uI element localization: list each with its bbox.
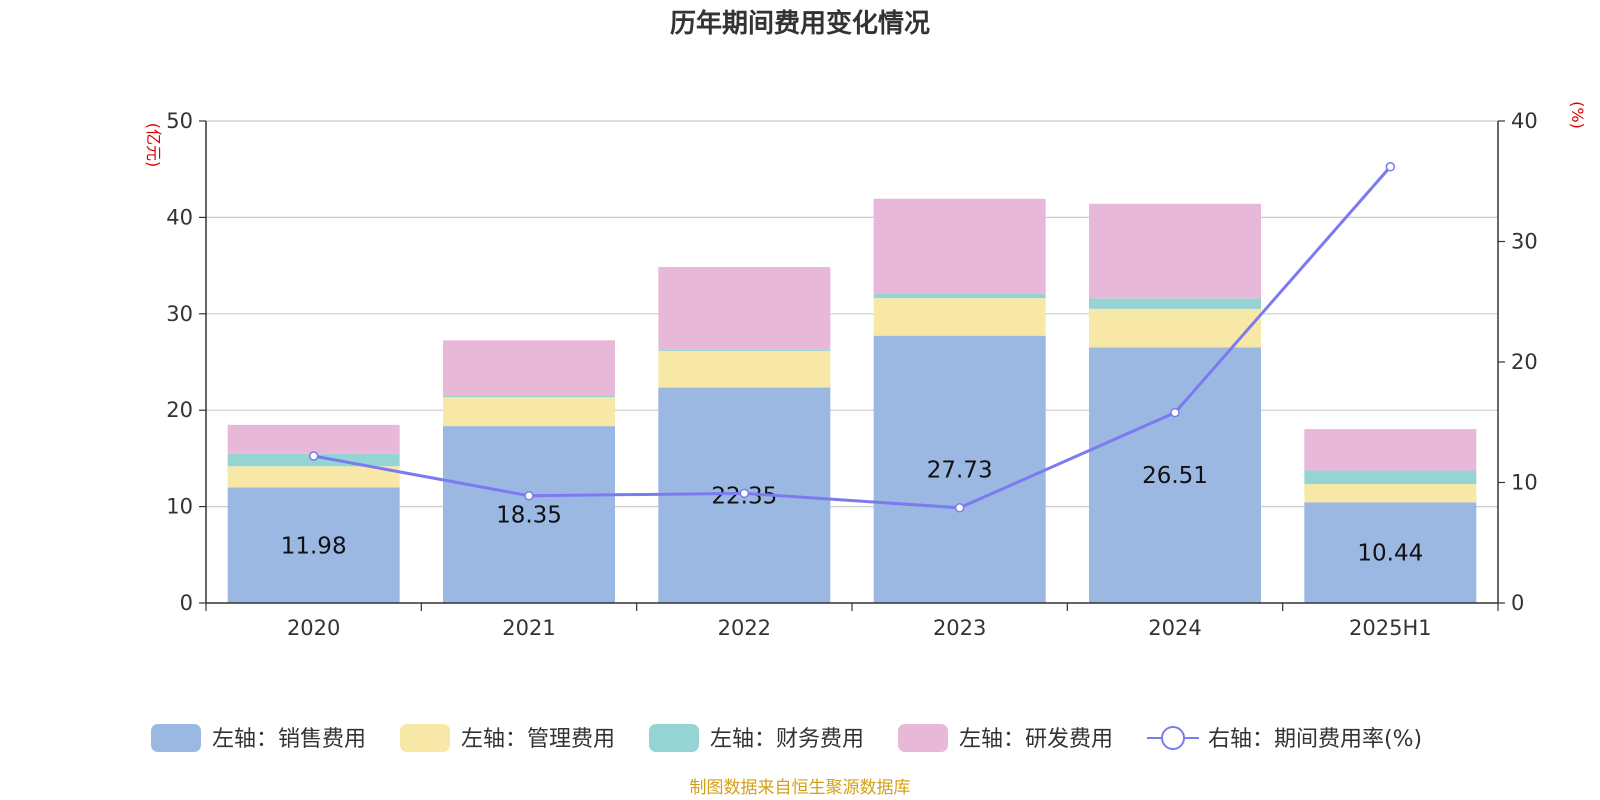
x-tick-label: 2020 xyxy=(287,616,340,640)
bar-segment xyxy=(1089,308,1261,348)
bar-segment xyxy=(227,487,400,603)
data-label: 27.73 xyxy=(927,457,993,483)
bar-segment xyxy=(658,267,831,350)
left-tick-label: 0 xyxy=(180,591,193,615)
left-tick-label: 30 xyxy=(166,302,193,326)
bar-segment xyxy=(1089,347,1261,603)
bar-segment xyxy=(1089,203,1261,299)
data-label: 11.98 xyxy=(281,533,347,559)
legend-line-marker xyxy=(1161,726,1185,750)
x-tick-label: 2024 xyxy=(1148,616,1201,640)
bar-segment xyxy=(1089,298,1261,309)
x-tick-label: 2022 xyxy=(718,616,771,640)
left-tick-label: 50 xyxy=(166,109,193,133)
chart-title: 历年期间费用变化情况 xyxy=(670,8,930,39)
data-label: 18.35 xyxy=(496,503,562,529)
bar-segment xyxy=(1304,429,1477,471)
axes: 0 10 20 30 40 50 0 10 20 30 40 2020 2021 2022 2023 2024… xyxy=(166,109,1537,640)
legend-label: 右轴：期间费用率(%) xyxy=(1208,727,1422,752)
bar-series xyxy=(227,198,1477,603)
line-point xyxy=(308,451,319,461)
line-point xyxy=(954,503,965,513)
legend-swatch xyxy=(898,724,948,752)
bar-segment xyxy=(443,395,615,398)
right-tick-label: 40 xyxy=(1511,109,1538,133)
right-axis-unit: (%) xyxy=(1568,101,1587,129)
x-tick-label: 2021 xyxy=(502,616,555,640)
bar-segment xyxy=(1304,484,1477,503)
bar-segment xyxy=(227,424,400,454)
legend-swatch xyxy=(400,724,450,752)
bar-segment xyxy=(873,298,1046,336)
left-tick-label: 10 xyxy=(166,495,193,519)
legend-label: 左轴：财务费用 xyxy=(710,727,864,752)
source-note: 制图数据来自恒生聚源数据库 xyxy=(690,778,911,798)
bar-segment xyxy=(873,335,1046,603)
bar-segment xyxy=(658,350,831,388)
left-tick-label: 20 xyxy=(166,398,193,422)
x-tick-label: 2025H1 xyxy=(1349,616,1432,640)
legend-swatch xyxy=(151,724,201,752)
line-point xyxy=(524,491,534,501)
line-point xyxy=(1385,162,1396,172)
bar-segment xyxy=(443,426,615,603)
legend: 左轴：销售费用 左轴：管理费用 左轴：财务费用 左轴：研发费用 右轴：期间费用率(%) xyxy=(151,724,1422,752)
bar-segment xyxy=(443,397,615,427)
legend-label: 左轴：研发费用 xyxy=(959,727,1113,752)
data-label: 26.51 xyxy=(1142,463,1208,489)
legend-swatch xyxy=(649,724,699,752)
bar-segment xyxy=(873,293,1046,299)
bar-segment xyxy=(227,466,400,488)
legend-label: 左轴：管理费用 xyxy=(461,727,615,752)
bar-segment xyxy=(443,340,615,396)
line-point xyxy=(1170,407,1180,418)
right-tick-label: 30 xyxy=(1511,230,1538,254)
rate-line xyxy=(313,165,1392,510)
line-point xyxy=(739,488,750,499)
bar-segment xyxy=(658,349,831,351)
gridlines xyxy=(206,120,1498,508)
bar-segment xyxy=(1304,470,1477,485)
right-tick-label: 10 xyxy=(1511,471,1538,495)
data-label: 10.44 xyxy=(1357,541,1423,567)
right-tick-label: 0 xyxy=(1511,591,1524,615)
left-axis-unit: (亿元) xyxy=(144,123,163,168)
right-tick-label: 20 xyxy=(1511,350,1538,374)
left-tick-label: 40 xyxy=(166,205,193,229)
bar-segment xyxy=(873,198,1046,294)
x-tick-label: 2023 xyxy=(933,616,986,640)
legend-label: 左轴：销售费用 xyxy=(212,727,366,752)
bar-segment xyxy=(1304,502,1477,603)
line-series xyxy=(308,162,1396,513)
